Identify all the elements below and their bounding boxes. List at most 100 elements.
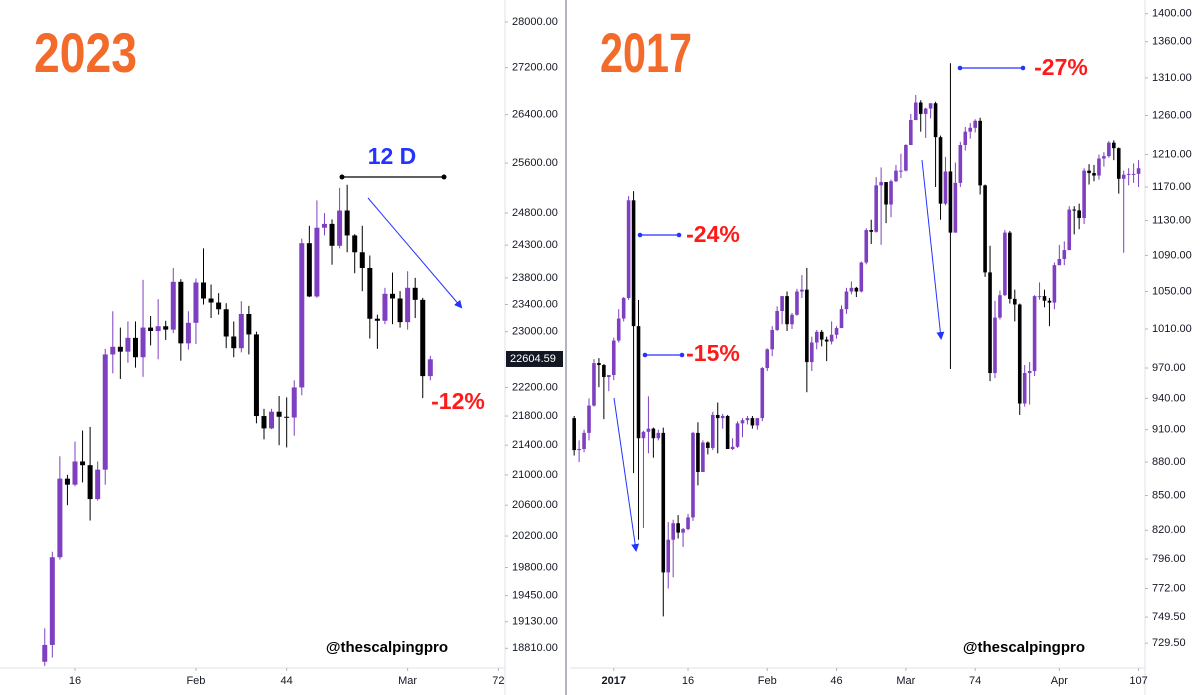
x-tick-label: 44	[281, 675, 293, 687]
candle-body	[1042, 296, 1047, 301]
candle-body	[367, 267, 373, 319]
annotation: -12%	[431, 388, 485, 414]
level-dot	[676, 232, 682, 238]
candle-body	[1126, 173, 1131, 175]
candle-body	[834, 328, 839, 335]
candle-body	[1131, 173, 1136, 175]
candle-body	[80, 461, 86, 466]
candle-body	[1121, 174, 1126, 179]
y-tick-label: 22200.00	[512, 381, 558, 393]
plot-area	[42, 184, 433, 666]
y-tick-label: 24800.00	[512, 207, 558, 219]
x-tick-label: 74	[969, 675, 981, 687]
candle-body	[359, 252, 365, 268]
y-tick-label: 28000.00	[512, 16, 558, 28]
candle-body	[686, 517, 690, 530]
candle-body	[427, 359, 433, 377]
candle-body	[800, 289, 804, 292]
candle-body	[374, 318, 380, 321]
candle-body	[943, 171, 948, 204]
candle-body	[805, 289, 809, 363]
annotation: -27%	[1034, 54, 1088, 80]
candle-body	[978, 120, 982, 186]
candle-body	[321, 223, 327, 228]
x-tick-label: 72	[492, 675, 504, 687]
y-tick-label: 880.00	[1152, 456, 1186, 468]
candle-body	[382, 293, 388, 321]
candle-body	[329, 223, 335, 246]
candle-body	[696, 432, 700, 472]
candle-body	[1027, 371, 1032, 374]
candle-body	[178, 281, 184, 344]
candle-body	[790, 314, 794, 325]
candle-body	[656, 432, 661, 439]
candle-body	[246, 313, 252, 335]
candle-body	[646, 428, 651, 432]
candle-body	[626, 200, 631, 298]
candle-body	[983, 185, 987, 273]
candle-body	[95, 469, 101, 500]
annotation: 12 D	[368, 143, 417, 169]
candle-body	[621, 297, 626, 319]
y-tick-label: 1310.00	[1152, 72, 1192, 84]
y-tick-label: 20200.00	[512, 530, 558, 542]
y-tick-label: 1130.00	[1152, 215, 1191, 227]
candle-body	[958, 145, 963, 183]
candle-body	[923, 108, 928, 114]
candle-body	[765, 349, 770, 369]
candle-body	[1097, 158, 1101, 176]
y-tick-label: 820.00	[1152, 524, 1186, 536]
y-tick-label: 1400.00	[1152, 8, 1192, 20]
candle-body	[671, 523, 675, 540]
chart-title: 2017	[600, 21, 692, 84]
candle-body	[1057, 258, 1062, 266]
candle-body	[1052, 265, 1057, 303]
x-tick-label: Mar	[896, 675, 915, 687]
candle-body	[201, 282, 207, 299]
candle-body	[770, 329, 774, 350]
y-tick-label: 910.00	[1152, 424, 1186, 436]
candle-body	[405, 287, 411, 323]
candle-body	[874, 185, 878, 232]
y-tick-label: 21000.00	[512, 469, 558, 481]
candle-body	[631, 200, 636, 327]
candle-body	[710, 414, 715, 448]
candle-body	[216, 302, 222, 310]
candle-body	[963, 131, 968, 146]
candle-body	[253, 334, 259, 417]
candle-body	[953, 182, 958, 233]
y-tick-label: 25600.00	[512, 157, 558, 169]
candle-body	[1047, 300, 1052, 303]
candle-body	[155, 326, 161, 332]
x-tick-label: Apr	[1051, 675, 1068, 687]
candle-body	[602, 365, 606, 378]
candle-body	[740, 420, 745, 424]
candle-body	[1116, 148, 1121, 179]
candle-body	[1112, 142, 1116, 149]
candle-body	[968, 127, 973, 132]
candle-body	[1092, 173, 1096, 176]
candle-body	[132, 337, 138, 358]
candle-body	[1003, 232, 1007, 296]
y-tick-label: 970.00	[1152, 362, 1186, 374]
candle-body	[208, 298, 214, 303]
candle-body	[587, 405, 591, 433]
x-tick-label: Feb	[758, 675, 777, 687]
candle-body	[829, 334, 834, 342]
y-tick-label: 27200.00	[512, 62, 558, 74]
candle-body	[352, 235, 358, 253]
watermark: @thescalpingpro	[963, 639, 1085, 656]
trend-arrow	[367, 197, 463, 309]
plot-area	[572, 63, 1141, 617]
candle-body	[170, 281, 176, 330]
candle-body	[1136, 168, 1141, 174]
candle-body	[1017, 304, 1022, 404]
candle-body	[64, 478, 70, 485]
range-dot	[339, 174, 345, 180]
candle-body	[814, 331, 819, 343]
candle-body	[715, 414, 720, 419]
y-tick-label: 21400.00	[512, 439, 558, 451]
candle-body	[760, 368, 765, 419]
candle-body	[691, 432, 695, 518]
